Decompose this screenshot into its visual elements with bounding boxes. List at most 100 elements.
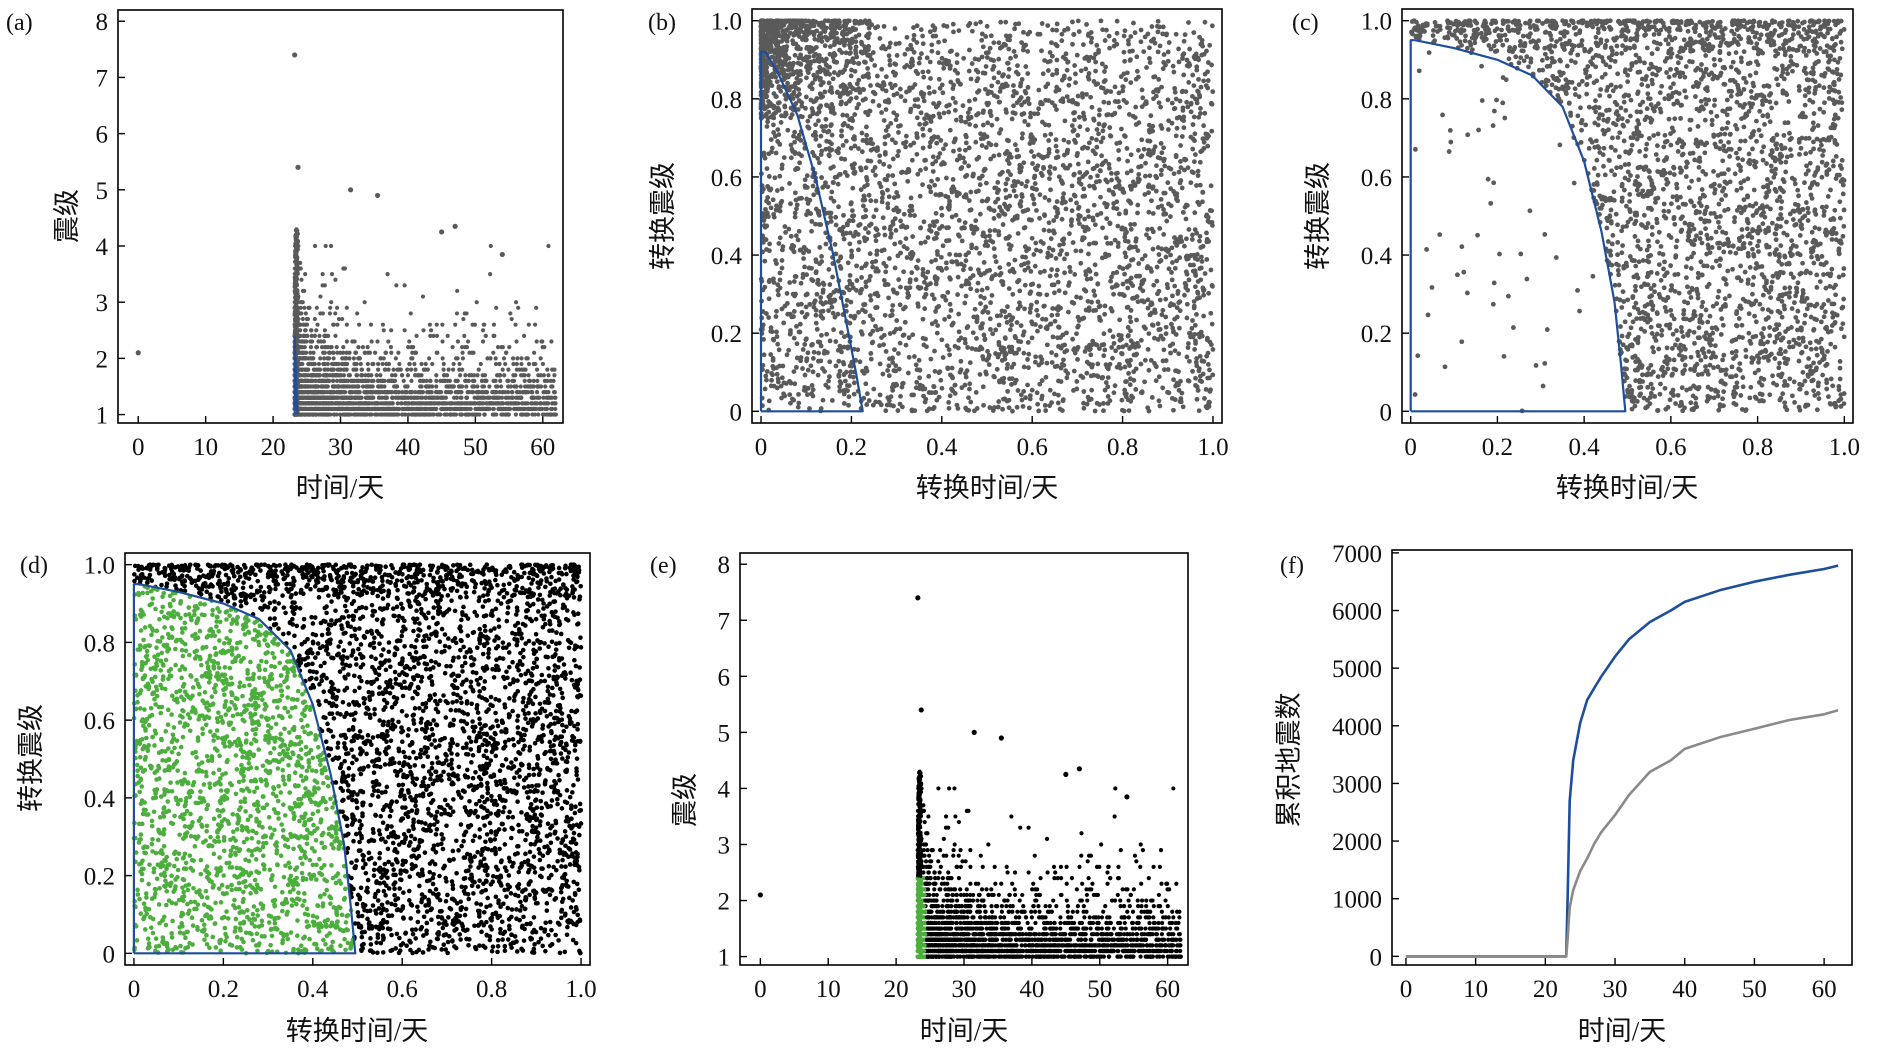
scatter-point-b (918, 110, 924, 116)
event-point-a (500, 367, 505, 372)
scatter-point-b (1193, 152, 1198, 157)
event-point-a (323, 401, 328, 406)
scatter-point-b (823, 241, 829, 247)
event-point-a (480, 384, 485, 389)
scatter-point-b (1197, 159, 1203, 165)
scatter-point-b (809, 383, 815, 388)
event-point-a (491, 322, 497, 327)
event-point-a (401, 395, 407, 400)
scatter-point-b (1145, 305, 1151, 311)
scatter-point-b (1054, 199, 1060, 204)
event-point-a (386, 339, 391, 344)
event-point-a (308, 373, 314, 378)
event-point-a (322, 350, 327, 355)
scatter-point-b (784, 62, 790, 68)
scatter-point-b (772, 175, 778, 181)
scatter-point-b (1054, 67, 1060, 73)
event-point-a (331, 384, 336, 389)
event-point-a (360, 384, 366, 389)
scatter-point-b (853, 44, 859, 50)
scatter-point-b (918, 225, 923, 231)
scatter-point-b (1157, 403, 1163, 409)
event-point-a (344, 350, 349, 355)
event-point-a (511, 373, 516, 378)
scatter-point-b (1053, 88, 1059, 94)
event-point-a (525, 406, 530, 412)
scatter-point-b (1132, 30, 1138, 36)
event-point-a (344, 406, 349, 412)
event-point-a (369, 339, 374, 344)
event-point-a (480, 378, 485, 383)
event-point-a (405, 373, 411, 378)
event-point-a (308, 345, 314, 350)
y-tick-label-b: 1.0 (711, 9, 742, 36)
scatter-point-b (1201, 78, 1207, 84)
scatter-point-b (819, 332, 824, 338)
event-point-a (299, 311, 304, 316)
scatter-point-b (1074, 331, 1079, 337)
scatter-point-b (986, 362, 992, 368)
scatter-point-b (892, 241, 898, 247)
scatter-point-b (1042, 195, 1048, 200)
event-point-a (319, 345, 325, 350)
scatter-point-b (1197, 266, 1203, 271)
scatter-point-b (822, 89, 828, 95)
event-point-a (370, 395, 375, 400)
scatter-point-b (1053, 352, 1059, 358)
event-point-a (394, 384, 399, 389)
scatter-point-b (1046, 197, 1052, 203)
event-point-a (352, 361, 357, 367)
event-point-a (359, 373, 364, 378)
scatter-point-b (972, 306, 978, 312)
scatter-point-b (947, 65, 953, 71)
event-point-a (540, 412, 546, 417)
scatter-point-b (1173, 133, 1179, 139)
event-point-a (352, 339, 357, 344)
scatter-point-b (1080, 375, 1086, 380)
event-point-a (322, 361, 327, 367)
scatter-point-b (810, 183, 816, 189)
scatter-point-b (761, 67, 767, 73)
event-point-a (383, 412, 389, 417)
event-point-a (430, 384, 435, 389)
scatter-point-b (994, 116, 1000, 122)
scatter-point-b (965, 324, 971, 329)
event-point-a (294, 331, 299, 336)
event-point-a (535, 378, 540, 383)
scatter-point-b (777, 277, 783, 283)
event-point-a (514, 339, 519, 344)
scatter-point-b (828, 44, 833, 49)
scatter-point-b (947, 393, 953, 399)
scatter-point-b (1169, 100, 1175, 106)
scatter-point-b (761, 153, 767, 159)
scatter-point-b (874, 227, 880, 233)
event-point-a (402, 406, 407, 412)
event-point-a (386, 367, 391, 372)
scatter-point-b (941, 146, 946, 152)
scatter-point-b (1186, 277, 1192, 283)
event-point-a (437, 390, 442, 395)
scatter-point-b (955, 345, 961, 351)
scatter-point-b (883, 269, 889, 275)
event-point-a (396, 350, 401, 355)
event-point-a (475, 395, 480, 400)
event-point-a (328, 305, 333, 310)
event-point-a (514, 361, 519, 367)
scatter-point-b (813, 122, 818, 128)
event-point-a (315, 322, 320, 327)
event-point-a (464, 384, 469, 389)
event-point-a (340, 401, 346, 406)
scatter-point-b (877, 153, 883, 159)
scatter-point-b (1182, 292, 1187, 298)
event-point-a (352, 378, 357, 383)
scatter-point-b (1022, 88, 1028, 94)
scatter-point-b (887, 57, 893, 63)
event-point-a (457, 406, 462, 412)
event-point-a (353, 350, 358, 355)
event-point-a (366, 406, 372, 412)
scatter-point-b (1171, 407, 1176, 413)
event-point-a (462, 333, 467, 338)
event-point-a (506, 390, 511, 395)
y-tick-label-a: 3 (96, 290, 109, 317)
